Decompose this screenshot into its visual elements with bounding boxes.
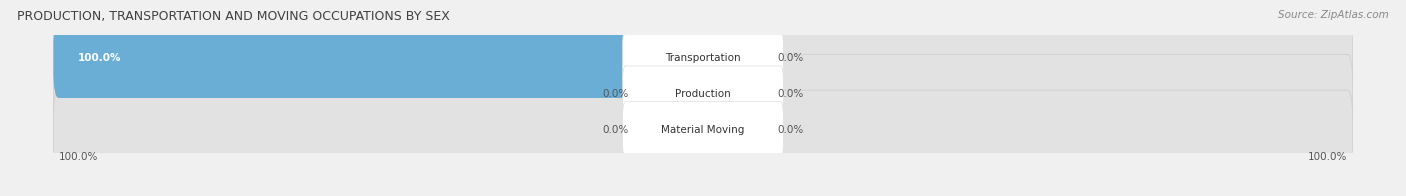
Legend: Male, Female: Male, Female xyxy=(641,193,765,196)
FancyBboxPatch shape xyxy=(706,66,770,122)
Text: 0.0%: 0.0% xyxy=(603,125,628,135)
Text: 0.0%: 0.0% xyxy=(778,54,803,64)
FancyBboxPatch shape xyxy=(53,54,1353,134)
FancyBboxPatch shape xyxy=(623,30,783,87)
Text: Production: Production xyxy=(675,89,731,99)
FancyBboxPatch shape xyxy=(53,90,1353,169)
FancyBboxPatch shape xyxy=(636,66,700,122)
Text: 100.0%: 100.0% xyxy=(59,152,98,162)
Text: 100.0%: 100.0% xyxy=(1308,152,1347,162)
Text: 0.0%: 0.0% xyxy=(603,89,628,99)
FancyBboxPatch shape xyxy=(53,19,1353,98)
Text: Source: ZipAtlas.com: Source: ZipAtlas.com xyxy=(1278,10,1389,20)
FancyBboxPatch shape xyxy=(53,19,709,98)
Text: 100.0%: 100.0% xyxy=(77,54,121,64)
FancyBboxPatch shape xyxy=(636,31,700,86)
Text: 0.0%: 0.0% xyxy=(778,125,803,135)
FancyBboxPatch shape xyxy=(636,102,700,158)
FancyBboxPatch shape xyxy=(706,31,770,86)
Text: 0.0%: 0.0% xyxy=(778,89,803,99)
Text: Material Moving: Material Moving xyxy=(661,125,745,135)
FancyBboxPatch shape xyxy=(623,66,783,122)
FancyBboxPatch shape xyxy=(623,102,783,158)
FancyBboxPatch shape xyxy=(706,102,770,158)
Text: PRODUCTION, TRANSPORTATION AND MOVING OCCUPATIONS BY SEX: PRODUCTION, TRANSPORTATION AND MOVING OC… xyxy=(17,10,450,23)
Text: Transportation: Transportation xyxy=(665,54,741,64)
